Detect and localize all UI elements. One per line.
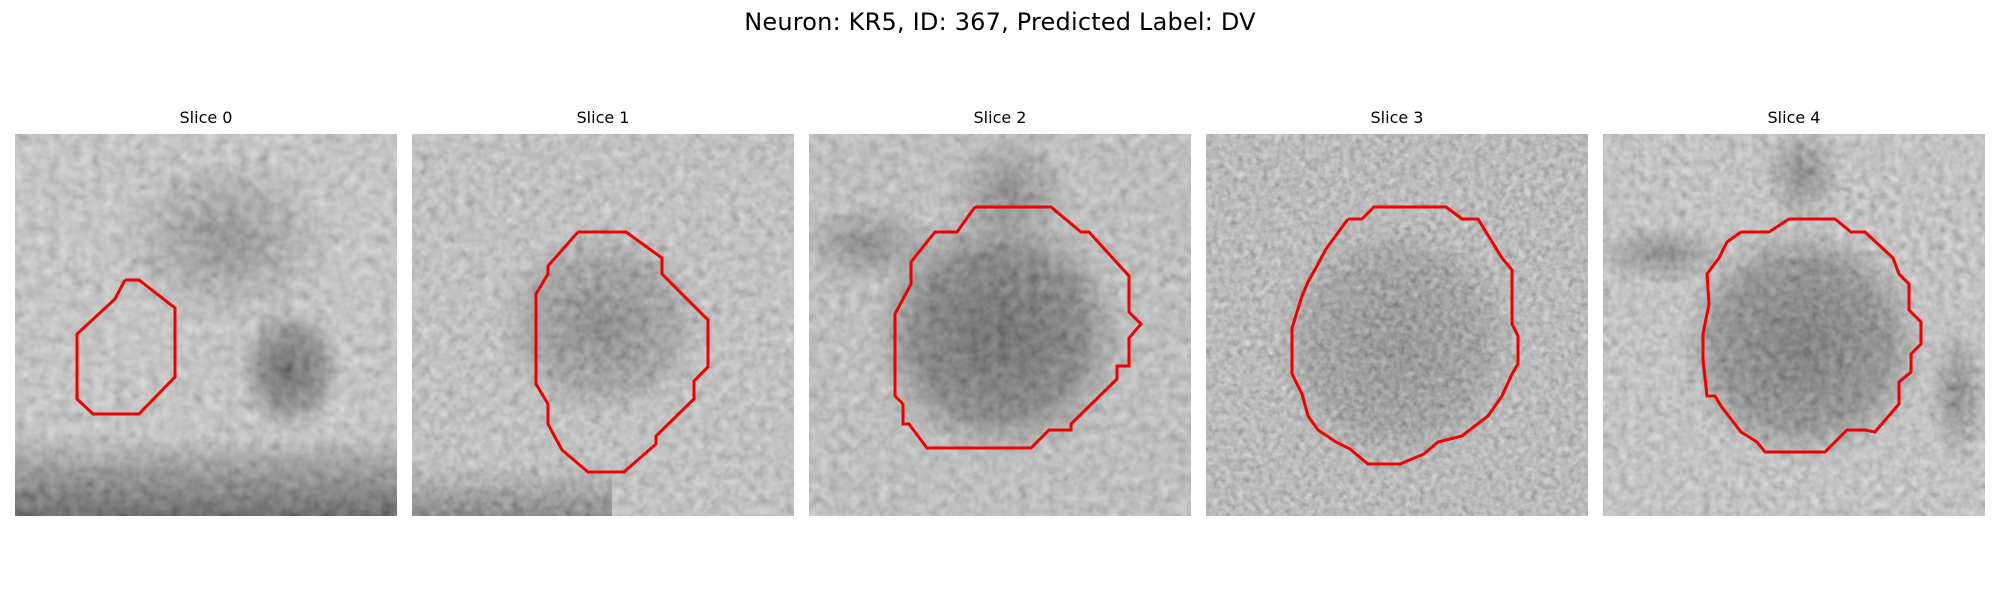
slice-panel-2: Slice 2 [809,108,1191,516]
slice-image-3 [1206,134,1588,516]
slice-panel-4: Slice 4 [1603,108,1985,516]
slice-title: Slice 1 [412,108,794,127]
slice-title: Slice 0 [15,108,397,127]
slice-panel-1: Slice 1 [412,108,794,516]
slice-image-0 [15,134,397,516]
slice-panel-0: Slice 0 [15,108,397,516]
slice-image-2 [809,134,1191,516]
slice-panel-3: Slice 3 [1206,108,1588,516]
slice-image-4 [1603,134,1985,516]
slice-title: Slice 4 [1603,108,1985,127]
slice-title: Slice 3 [1206,108,1588,127]
figure-title: Neuron: KR5, ID: 367, Predicted Label: D… [0,8,2000,36]
slice-title: Slice 2 [809,108,1191,127]
slice-image-1 [412,134,794,516]
